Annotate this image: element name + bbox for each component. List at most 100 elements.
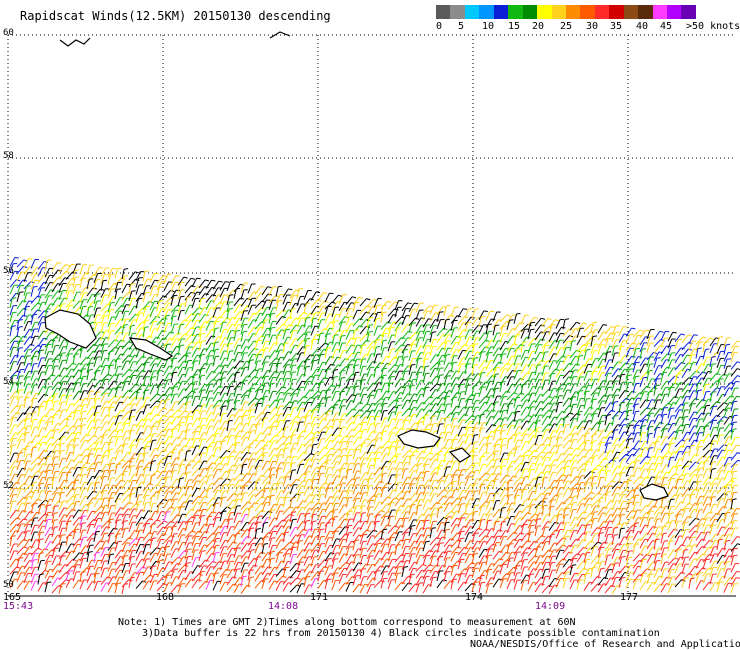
wind-barb-feather bbox=[11, 325, 16, 327]
wind-barb bbox=[72, 349, 80, 358]
wind-barb-feather bbox=[54, 519, 59, 521]
wind-barb-feather bbox=[103, 475, 108, 478]
wind-barb bbox=[177, 319, 185, 328]
wind-barb bbox=[191, 460, 199, 470]
wind-barb bbox=[366, 571, 373, 581]
wind-barb bbox=[58, 381, 64, 392]
legend-label: 10 bbox=[482, 21, 495, 32]
wind-barb-feather bbox=[109, 441, 114, 444]
wind-barb-feather bbox=[196, 333, 201, 336]
wind-barb bbox=[338, 463, 345, 472]
wind-barb bbox=[100, 512, 106, 522]
wind-barb-feather bbox=[154, 279, 159, 282]
wind-barb bbox=[100, 476, 104, 487]
wind-barb bbox=[65, 515, 72, 525]
wind-barb bbox=[310, 382, 317, 392]
wind-barb-feather bbox=[340, 390, 345, 393]
wind-barb bbox=[23, 321, 29, 331]
wind-barb bbox=[107, 562, 113, 572]
wind-barb bbox=[324, 356, 331, 366]
wind-barb bbox=[86, 462, 94, 472]
wind-barb bbox=[149, 414, 157, 423]
wind-barb bbox=[100, 490, 104, 501]
wind-barb bbox=[23, 432, 27, 443]
wind-barb-feather bbox=[366, 298, 371, 301]
wind-barb bbox=[79, 448, 88, 457]
wind-barb bbox=[100, 533, 105, 543]
wind-barb bbox=[233, 479, 241, 489]
wind-barb-feather bbox=[152, 565, 157, 567]
wind-barb bbox=[128, 283, 132, 294]
wind-barb-feather bbox=[375, 457, 381, 460]
wind-barb-feather bbox=[235, 371, 240, 374]
wind-barb bbox=[44, 519, 49, 530]
wind-barb bbox=[100, 388, 109, 396]
wind-barb-feather bbox=[47, 581, 52, 583]
wind-barb bbox=[65, 558, 74, 567]
wind-barb bbox=[107, 554, 111, 565]
wind-barb bbox=[37, 365, 43, 375]
wind-barb bbox=[156, 407, 164, 417]
wind-barb bbox=[135, 501, 139, 512]
wind-barb bbox=[149, 301, 155, 311]
wind-barb bbox=[128, 430, 132, 441]
wind-barb bbox=[135, 530, 141, 540]
wind-barb bbox=[128, 375, 134, 385]
wind-barb-feather bbox=[154, 510, 159, 513]
wind-barb bbox=[16, 376, 20, 387]
wind-barb bbox=[142, 532, 150, 541]
wind-barb-feather bbox=[88, 368, 93, 371]
wind-barb bbox=[135, 425, 141, 435]
wind-barb bbox=[16, 265, 24, 275]
wind-barb-feather bbox=[58, 437, 63, 441]
wind-barb-feather bbox=[267, 286, 272, 289]
wind-barb bbox=[79, 558, 84, 569]
wind-barb bbox=[142, 552, 149, 562]
wind-barb bbox=[30, 350, 37, 360]
wind-barb bbox=[79, 348, 83, 359]
wind-barb-feather bbox=[186, 562, 191, 564]
wind-barb bbox=[79, 474, 84, 485]
wind-barb bbox=[345, 422, 353, 431]
wind-barb bbox=[65, 299, 73, 308]
wind-barb bbox=[86, 370, 90, 381]
wind-barb-feather bbox=[243, 414, 248, 417]
wind-barb-feather bbox=[131, 492, 136, 495]
wind-barb-feather bbox=[144, 270, 149, 273]
wind-barb bbox=[247, 383, 255, 392]
wind-barb bbox=[212, 525, 220, 535]
wind-barb bbox=[9, 375, 14, 386]
wind-barb-feather bbox=[208, 487, 213, 490]
wind-barb bbox=[121, 341, 130, 350]
wind-barb bbox=[72, 494, 77, 505]
wind-barb bbox=[9, 347, 14, 358]
wind-barb bbox=[72, 277, 76, 288]
wind-barb-feather bbox=[149, 301, 154, 304]
wind-barb-feather bbox=[232, 380, 237, 383]
wind-barb-feather bbox=[187, 352, 192, 354]
wind-barb bbox=[72, 405, 80, 414]
wind-barb bbox=[86, 413, 94, 423]
wind-barb bbox=[177, 396, 185, 405]
wind-barb bbox=[121, 430, 127, 441]
wind-barb-feather bbox=[368, 484, 373, 487]
wind-barb bbox=[72, 544, 78, 554]
wind-barb bbox=[72, 382, 77, 393]
wind-barb-feather bbox=[79, 552, 84, 555]
wind-barb bbox=[93, 540, 101, 550]
wind-barb bbox=[58, 277, 66, 287]
wind-barb bbox=[135, 307, 144, 316]
wind-barb-feather bbox=[57, 262, 62, 264]
wind-barb bbox=[121, 556, 125, 567]
wind-barb-feather bbox=[25, 305, 30, 308]
wind-barb bbox=[303, 389, 311, 399]
wind-barb bbox=[345, 576, 353, 585]
wind-barb bbox=[149, 547, 157, 556]
wind-barb bbox=[16, 531, 24, 541]
wind-barb-feather bbox=[390, 515, 395, 518]
wind-barb-feather bbox=[19, 557, 24, 559]
wind-barb bbox=[58, 418, 67, 427]
wind-barb-feather bbox=[368, 330, 373, 333]
wind-barb-feather bbox=[75, 493, 80, 496]
wind-barb bbox=[114, 381, 122, 391]
